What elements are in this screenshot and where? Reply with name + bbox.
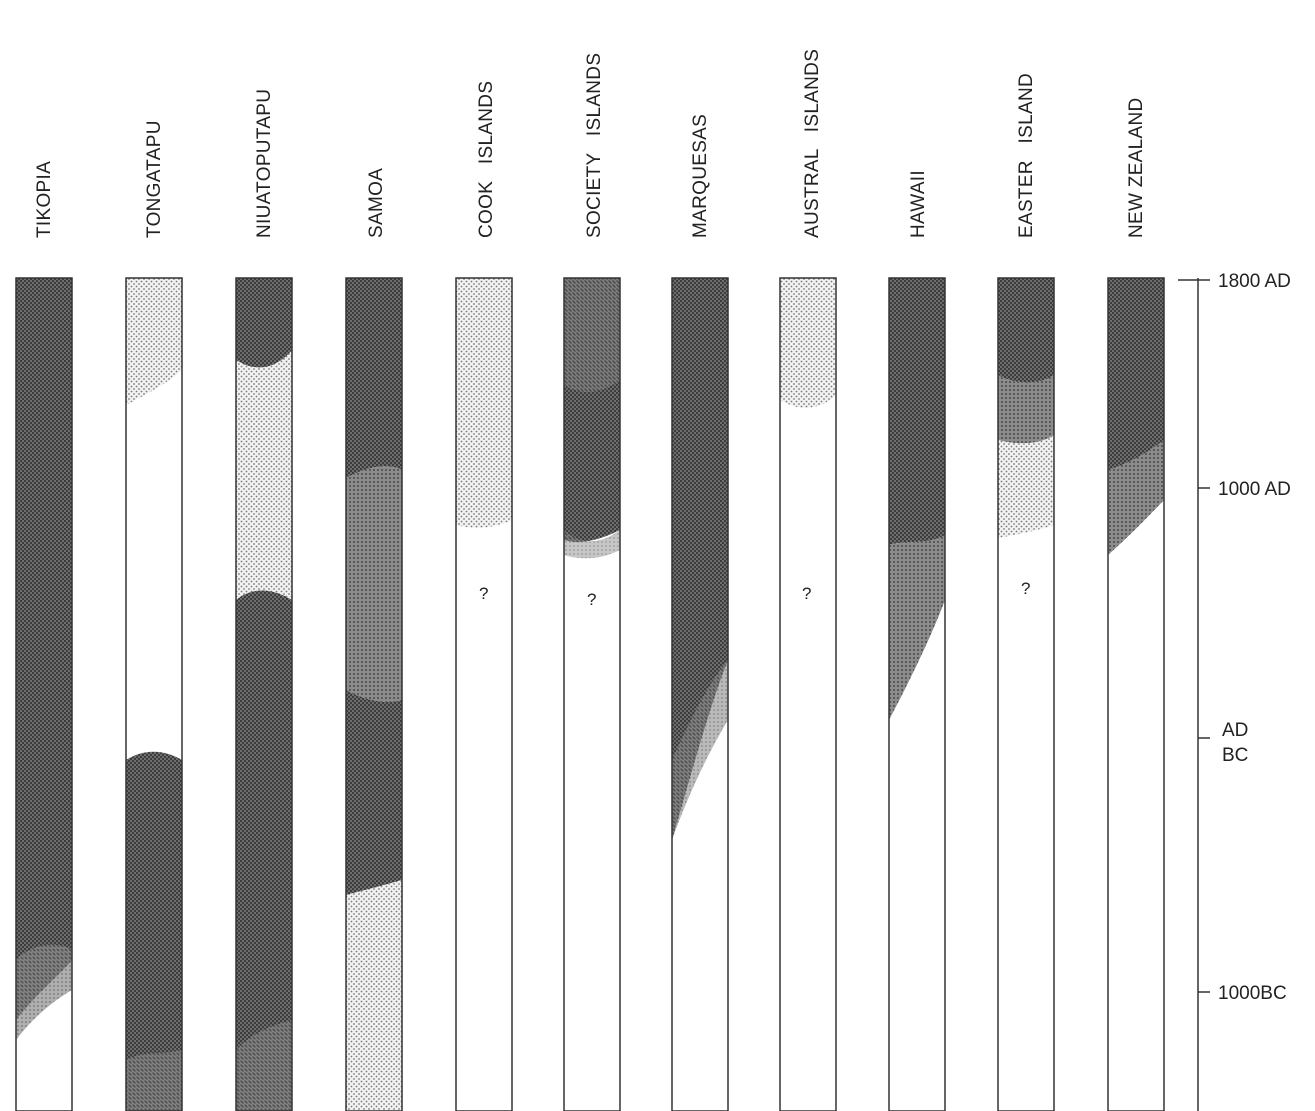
time-label-ad: AD: [1222, 720, 1248, 741]
island-label-austral-islands: AUSTRAL ISLANDS: [802, 49, 823, 238]
column-cook-islands: ?: [455, 277, 513, 1111]
island-label-niuatoputapu: NIUATOPUTAPU: [254, 89, 275, 238]
time-label-1000ad: 1000 AD: [1218, 479, 1291, 500]
uncertainty-mark-austral: ?: [802, 584, 811, 603]
column-marquesas: [671, 277, 729, 1111]
uncertainty-mark-cook: ?: [479, 584, 488, 603]
column-tikopia: [15, 277, 73, 1111]
island-label-samoa: SAMOA: [366, 168, 387, 238]
time-label-1800ad: 1800 AD: [1218, 271, 1291, 292]
time-label-bc: BC: [1222, 745, 1248, 766]
column-society-islands: ?: [563, 277, 621, 1111]
island-label-marquesas: MARQUESAS: [690, 114, 711, 238]
column-easter-island: ?: [997, 277, 1055, 1111]
island-label-tongatapu: TONGATAPU: [144, 120, 165, 238]
island-label-new-zealand: NEW ZEALAND: [1126, 97, 1147, 238]
column-new-zealand: [1107, 277, 1165, 1111]
island-labels: TIKOPIA TONGATAPU NIUATOPUTAPU SAMOA COO…: [34, 49, 1147, 238]
time-axis: 1800 AD 1000 AD AD BC 1000BC: [1178, 271, 1291, 1111]
island-label-tikopia: TIKOPIA: [34, 161, 55, 238]
island-label-society-islands: SOCIETY ISLANDS: [584, 53, 605, 238]
time-label-1000bc: 1000BC: [1218, 983, 1287, 1004]
island-label-hawaii: HAWAII: [908, 170, 929, 238]
island-label-easter-island: EASTER ISLAND: [1016, 73, 1037, 238]
column-samoa: [345, 277, 403, 1111]
column-niuatoputapu: [235, 277, 293, 1111]
column-tongatapu: [125, 277, 183, 1111]
column-austral-islands: ?: [779, 277, 837, 1111]
uncertainty-mark-easter: ?: [1021, 579, 1030, 598]
uncertainty-mark-society: ?: [587, 590, 596, 609]
island-label-cook-islands: COOK ISLANDS: [476, 81, 497, 238]
column-hawaii: [888, 277, 946, 1111]
